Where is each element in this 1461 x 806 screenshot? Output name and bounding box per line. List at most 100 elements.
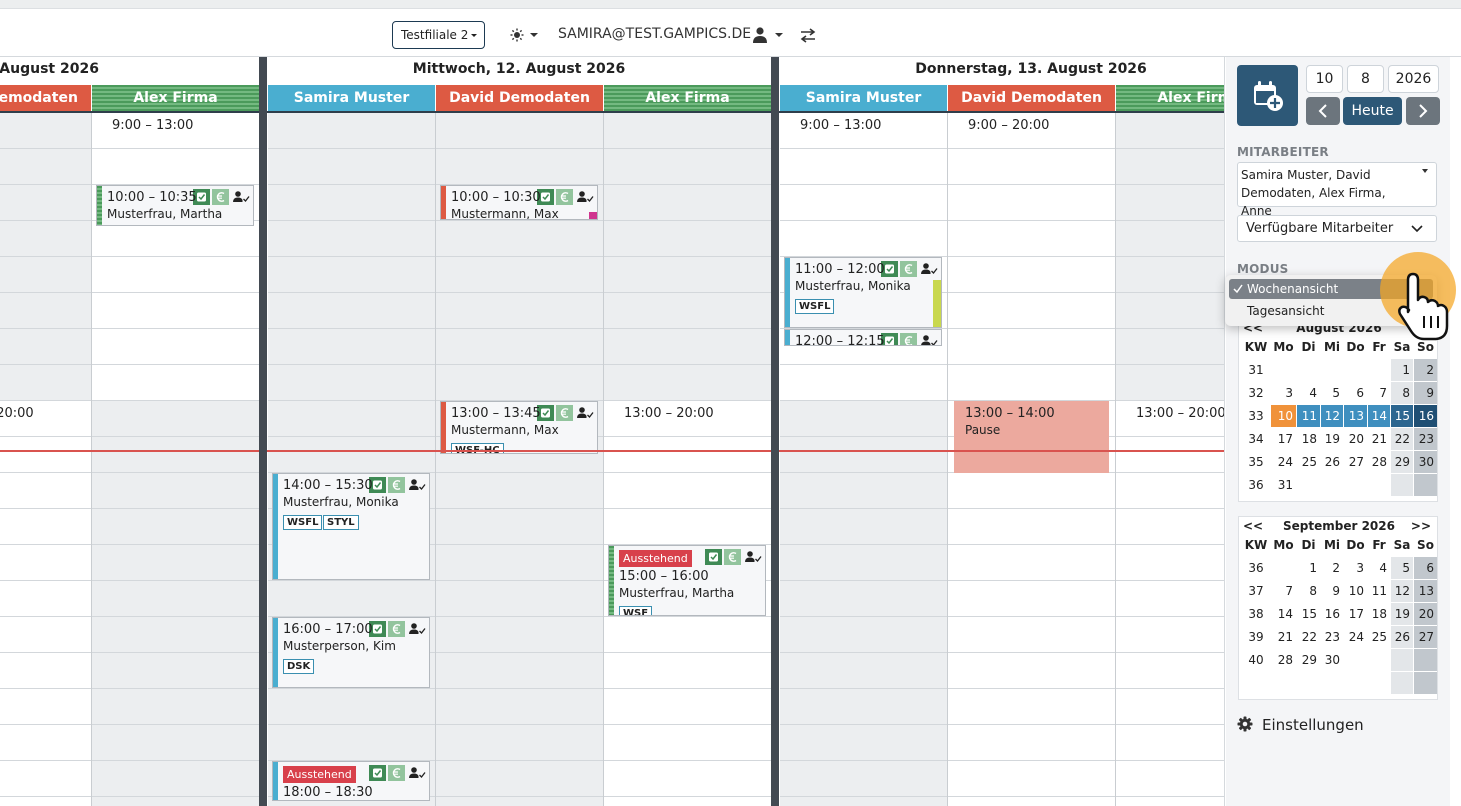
calendar-day[interactable]: 6: [1414, 557, 1437, 579]
calendar-day[interactable]: 15: [1297, 603, 1320, 625]
calendar-day[interactable]: 27: [1414, 626, 1437, 648]
calendar-day[interactable]: 14: [1271, 603, 1296, 625]
appointment[interactable]: Ausstehend 18:00 – 18:30: [272, 761, 430, 801]
user-icon[interactable]: [753, 27, 767, 43]
calendar-day[interactable]: 29: [1297, 649, 1320, 671]
calendar-day[interactable]: 25: [1297, 451, 1320, 473]
appointment[interactable]: 13:00 – 13:45 Mustermann, Max WSF-HC: [440, 401, 598, 454]
current-time-line: [0, 450, 1224, 452]
next-button[interactable]: [1406, 97, 1440, 125]
theme-icon[interactable]: [510, 28, 524, 42]
calendar-day[interactable]: 8: [1297, 580, 1320, 602]
staff-filter-select[interactable]: Verfügbare Mitarbeiter: [1237, 215, 1437, 242]
calendar-day[interactable]: 28: [1271, 649, 1296, 671]
calendar-day[interactable]: 11: [1297, 405, 1320, 427]
calendar-day[interactable]: 5: [1321, 382, 1343, 404]
appointment[interactable]: 14:00 – 15:30 Musterfrau, Monika WSFL STYL: [272, 473, 430, 580]
calendar-day[interactable]: 9: [1414, 382, 1437, 404]
calendar-day[interactable]: 22: [1297, 626, 1320, 648]
calendar-day[interactable]: 19: [1321, 428, 1343, 450]
calendar-day: [1414, 649, 1437, 671]
calendar-day[interactable]: 18: [1297, 428, 1320, 450]
branch-button[interactable]: Testfiliale 2: [392, 21, 485, 49]
calendar-day[interactable]: 3: [1271, 382, 1296, 404]
calendar-day[interactable]: 17: [1344, 603, 1367, 625]
year-input[interactable]: 2026: [1388, 65, 1439, 93]
calendar-day[interactable]: 10: [1344, 580, 1367, 602]
calendar-day[interactable]: 30: [1414, 451, 1437, 473]
today-button[interactable]: Heute: [1343, 97, 1402, 125]
appointment[interactable]: 10:00 – 10:30 Mustermann, Max: [440, 185, 598, 220]
break-block[interactable]: 13:00 – 14:00 Pause: [954, 401, 1109, 473]
calendar-day[interactable]: 30: [1321, 649, 1343, 671]
calendar-day[interactable]: 24: [1271, 451, 1296, 473]
new-appointment-button[interactable]: [1237, 65, 1298, 126]
calendar-day[interactable]: 28: [1368, 451, 1390, 473]
calendar-day[interactable]: 4: [1368, 557, 1390, 579]
calendar: Dienstag, 11. August 2026 David Demodaten…: [0, 57, 1224, 806]
calendar-day[interactable]: 14: [1368, 405, 1390, 427]
calendar-day[interactable]: 5: [1391, 557, 1413, 579]
calendar-day[interactable]: 23: [1321, 626, 1343, 648]
calendar-day[interactable]: 19: [1391, 603, 1413, 625]
calendar-day[interactable]: 18: [1368, 603, 1390, 625]
staff-select[interactable]: Samira Muster, David Demodaten, Alex Fir…: [1237, 162, 1437, 218]
month-next[interactable]: >>: [1410, 519, 1431, 533]
calendar-day: [1321, 359, 1343, 381]
calendar-day[interactable]: 2: [1321, 557, 1343, 579]
calendar-day[interactable]: 7: [1271, 580, 1296, 602]
calendar-day[interactable]: 6: [1344, 382, 1367, 404]
calendar-day[interactable]: 1: [1297, 557, 1320, 579]
mode-option[interactable]: Tagesansicht: [1247, 304, 1325, 318]
weekday-header: Mi: [1323, 340, 1341, 354]
calendar-day[interactable]: 29: [1391, 451, 1413, 473]
month-prev[interactable]: <<: [1243, 519, 1264, 533]
calendar-day[interactable]: 17: [1271, 428, 1296, 450]
calendar-day[interactable]: 1: [1391, 359, 1413, 381]
calendar-day[interactable]: 10: [1271, 405, 1296, 427]
appointment[interactable]: Ausstehend 15:00 – 16:00 Musterfrau, Marth…: [608, 545, 766, 616]
calendar-day[interactable]: 26: [1391, 626, 1413, 648]
calendar-day[interactable]: 25: [1368, 626, 1390, 648]
day-input[interactable]: 10: [1306, 65, 1343, 93]
calendar-day[interactable]: 22: [1391, 428, 1413, 450]
calendar-day[interactable]: 21: [1271, 626, 1296, 648]
calendar-day[interactable]: 2: [1414, 359, 1437, 381]
settings-link[interactable]: Einstellungen: [1262, 716, 1364, 734]
appointment[interactable]: 16:00 – 17:00 Musterperson, Kim DSK: [272, 617, 430, 688]
calendar-day[interactable]: 26: [1321, 451, 1343, 473]
calendar-day[interactable]: 31: [1271, 474, 1296, 496]
calendar-day[interactable]: 13: [1414, 580, 1437, 602]
calendar-day[interactable]: 12: [1321, 405, 1343, 427]
appointment[interactable]: 10:00 – 10:35 Musterfrau, Martha: [96, 185, 254, 226]
calendar-day[interactable]: 13: [1344, 405, 1367, 427]
calendar-day[interactable]: 3: [1344, 557, 1367, 579]
month-input[interactable]: 8: [1347, 65, 1384, 93]
user-email[interactable]: SAMIRA@TEST.GAMPICS.DE: [558, 26, 752, 42]
calendar-day[interactable]: 20: [1344, 428, 1367, 450]
grid-lines: [268, 113, 435, 806]
calendar-day[interactable]: 21: [1368, 428, 1390, 450]
week-number: 34: [1242, 428, 1270, 450]
appointment[interactable]: 12:00 – 12:15: [784, 329, 942, 346]
calendar-day[interactable]: 16: [1414, 405, 1437, 427]
check-icon: [1233, 284, 1243, 294]
calendar-day[interactable]: 8: [1391, 382, 1413, 404]
appointment-icons: [369, 621, 429, 637]
calendar-day[interactable]: 16: [1321, 603, 1343, 625]
calendar-day[interactable]: 23: [1414, 428, 1437, 450]
calendar-day[interactable]: 20: [1414, 603, 1437, 625]
calendar-day[interactable]: 4: [1297, 382, 1320, 404]
switch-icon[interactable]: [800, 28, 816, 43]
calendar-day[interactable]: 24: [1344, 626, 1367, 648]
calendar-day[interactable]: 12: [1391, 580, 1413, 602]
calendar-day[interactable]: 11: [1368, 580, 1390, 602]
working-hours: 9:00 – 13:00: [112, 118, 194, 133]
calendar-day[interactable]: 27: [1344, 451, 1367, 473]
appointment[interactable]: 11:00 – 12:00 Musterfrau, Monika WSFL: [784, 257, 942, 328]
prev-button[interactable]: [1306, 97, 1340, 125]
calendar-day[interactable]: 15: [1391, 405, 1413, 427]
calendar-day[interactable]: 9: [1321, 580, 1343, 602]
calendar-day[interactable]: 7: [1368, 382, 1390, 404]
